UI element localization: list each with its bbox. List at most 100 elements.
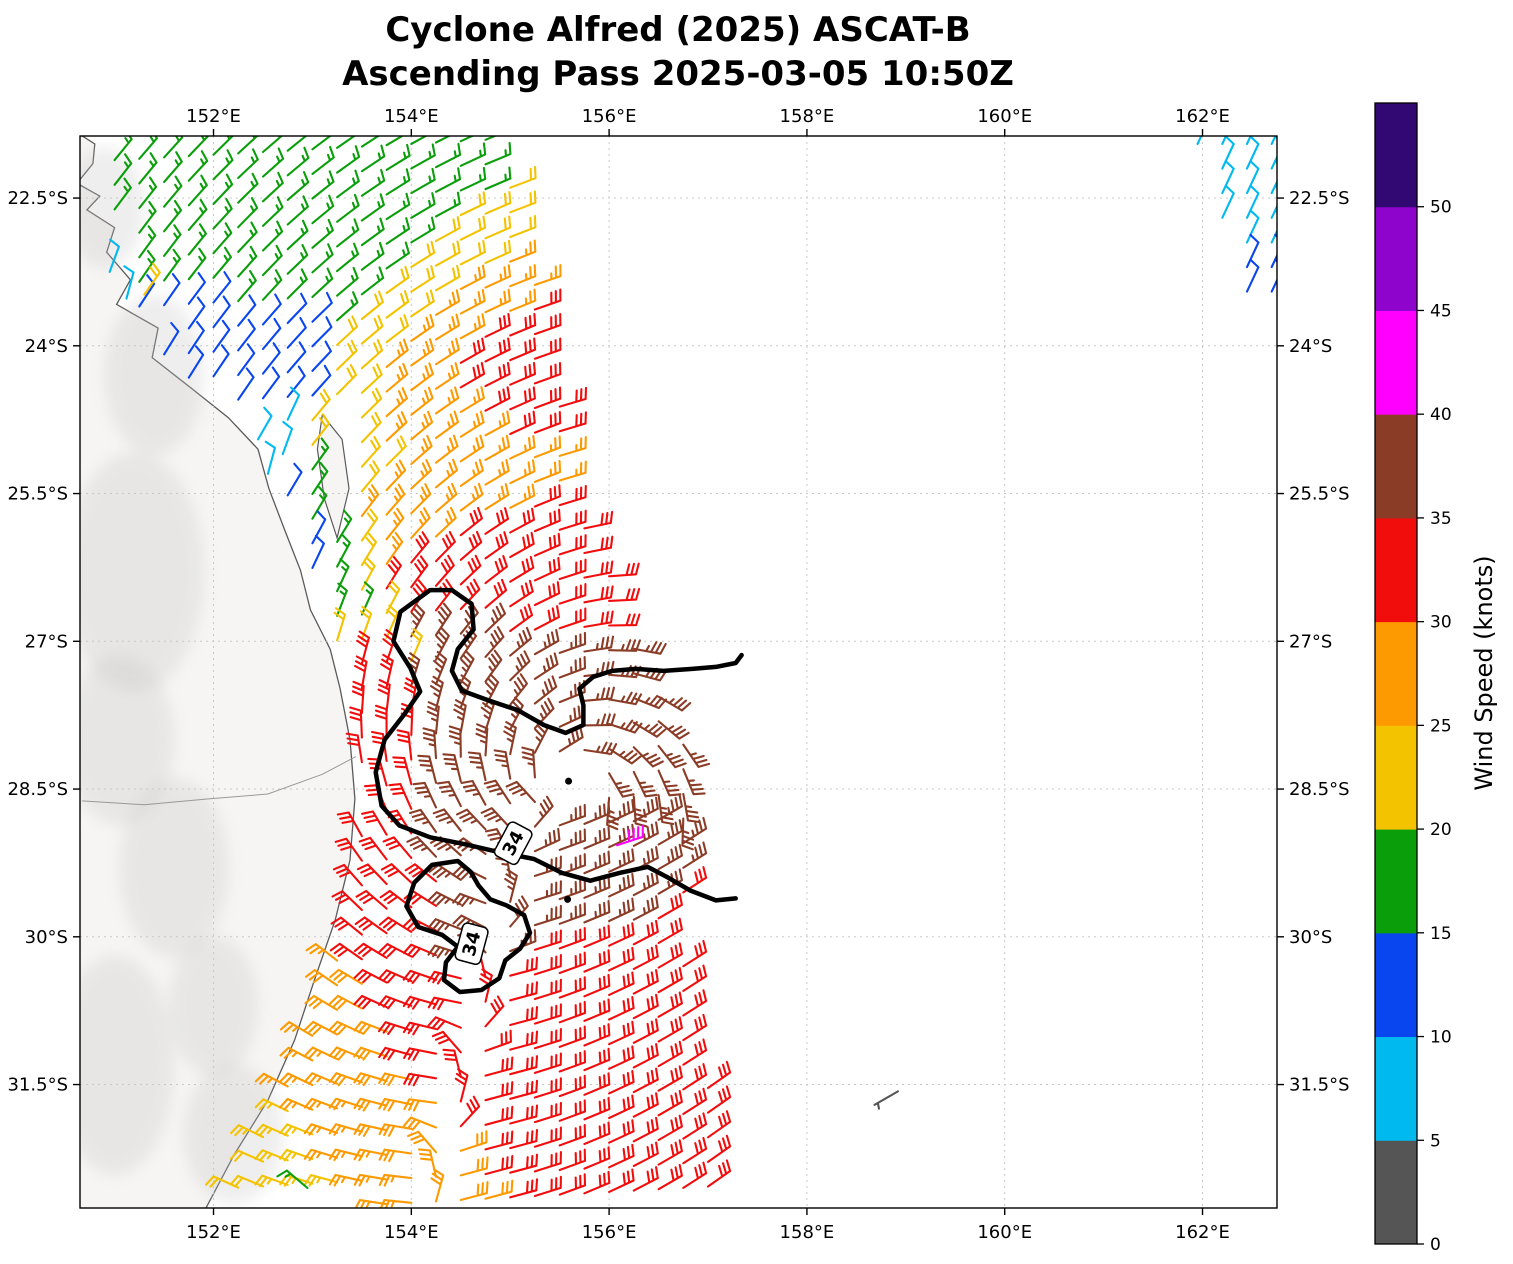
wind-barb — [509, 386, 536, 411]
wind-barb — [682, 1063, 708, 1091]
wind-barb — [434, 289, 461, 316]
wind-barb — [402, 969, 438, 984]
wind-barb — [311, 243, 334, 274]
terrain-shading — [80, 954, 175, 1175]
wind-barb — [459, 410, 485, 438]
wind-barb — [533, 386, 562, 410]
wind-barb — [533, 312, 562, 336]
wind-barb — [434, 362, 460, 390]
colorbar-frame — [1374, 102, 1418, 1245]
wind-barb — [434, 506, 457, 538]
wind-barb — [558, 1025, 587, 1048]
wind-barb — [558, 558, 587, 581]
wind-barb — [237, 245, 258, 278]
contour-line — [404, 858, 533, 995]
wind-barb — [143, 262, 161, 296]
wind-barb — [361, 810, 388, 836]
wind-barb — [583, 850, 611, 875]
wind-barb — [681, 817, 695, 851]
wind-barb — [378, 1097, 413, 1112]
wind-barb — [608, 665, 642, 679]
wind-barb — [434, 434, 459, 464]
wind-barb — [632, 870, 659, 897]
wind-barb — [484, 458, 510, 486]
wind-barb — [1221, 160, 1235, 195]
wind-barb — [385, 435, 407, 467]
wind-barb — [583, 875, 611, 899]
wind-barb — [533, 855, 562, 877]
wind-barb — [396, 729, 413, 761]
wind-barb — [583, 635, 615, 653]
wind-barb — [355, 889, 388, 910]
wind-barb — [354, 916, 388, 935]
wind-barb — [360, 556, 376, 591]
wind-barb — [286, 386, 301, 421]
wind-barb — [311, 510, 327, 545]
wind-barb — [533, 263, 562, 286]
gale-force-contour: 34 34 — [373, 587, 744, 995]
colorbar-tick-label: 0 — [1430, 1235, 1441, 1255]
wind-barb — [484, 1130, 514, 1151]
wind-barb — [427, 944, 462, 959]
wind-barb — [286, 292, 308, 325]
wind-barb — [229, 1174, 265, 1188]
wind-barb — [533, 978, 562, 1001]
wind-barb — [682, 743, 711, 768]
map-content: 34 34 — [80, 136, 1277, 1208]
latitude-tick-label: 27°S — [1289, 631, 1332, 652]
wind-barb — [410, 167, 436, 195]
wind-barb — [509, 190, 537, 214]
wind-barb — [533, 880, 562, 902]
wind-barb — [509, 981, 539, 1002]
wind-barb — [286, 268, 308, 300]
wind-barb — [509, 555, 535, 583]
wind-barb — [311, 145, 335, 175]
wind-barb — [434, 410, 459, 440]
longitude-tick-label: 156°E — [582, 106, 637, 127]
wind-barb — [286, 244, 309, 275]
wind-barb — [682, 866, 708, 894]
wind-barb — [328, 994, 363, 1010]
wind-barb — [558, 655, 587, 679]
wind-barb — [163, 175, 183, 208]
wind-barb — [229, 1124, 265, 1139]
wind-barb — [434, 216, 461, 243]
wind-barb — [434, 482, 458, 513]
wind-barb — [657, 794, 675, 826]
wind-barb — [237, 367, 255, 401]
wind-barb — [426, 701, 440, 735]
wind-barb — [632, 1116, 659, 1143]
wind-barb — [503, 721, 517, 756]
wind-barb — [385, 168, 411, 196]
wind-barb — [657, 695, 692, 712]
wind-barb — [311, 267, 334, 299]
wind-barb — [410, 410, 434, 441]
wind-barb — [261, 220, 284, 252]
wind-barb — [403, 917, 438, 932]
wind-barb — [163, 273, 181, 307]
wind-barb — [237, 343, 256, 377]
wind-barb — [558, 926, 587, 950]
wind-barb — [484, 483, 510, 511]
wind-barb — [558, 485, 587, 507]
wind-barb — [657, 1163, 683, 1191]
wind-barb — [205, 1175, 240, 1189]
wind-barb — [1245, 209, 1260, 244]
wind-barb — [657, 1139, 683, 1166]
wind-barb — [682, 1112, 708, 1140]
longitude-tick-label: 156°E — [582, 1222, 637, 1243]
wind-barb — [360, 193, 385, 222]
wind-barb — [608, 613, 641, 627]
wind-barb — [138, 152, 158, 185]
wind-barb — [657, 991, 683, 1018]
wind-barb — [583, 585, 614, 604]
wind-barb — [657, 843, 683, 871]
wind-barb — [533, 1052, 562, 1074]
wind-barb — [261, 147, 285, 178]
wind-barb — [403, 1098, 438, 1112]
wind-barb — [351, 680, 365, 715]
wind-barb — [459, 554, 482, 586]
wind-barb — [279, 1046, 314, 1062]
wind-barb — [459, 166, 487, 192]
wind-barb — [1221, 184, 1235, 219]
